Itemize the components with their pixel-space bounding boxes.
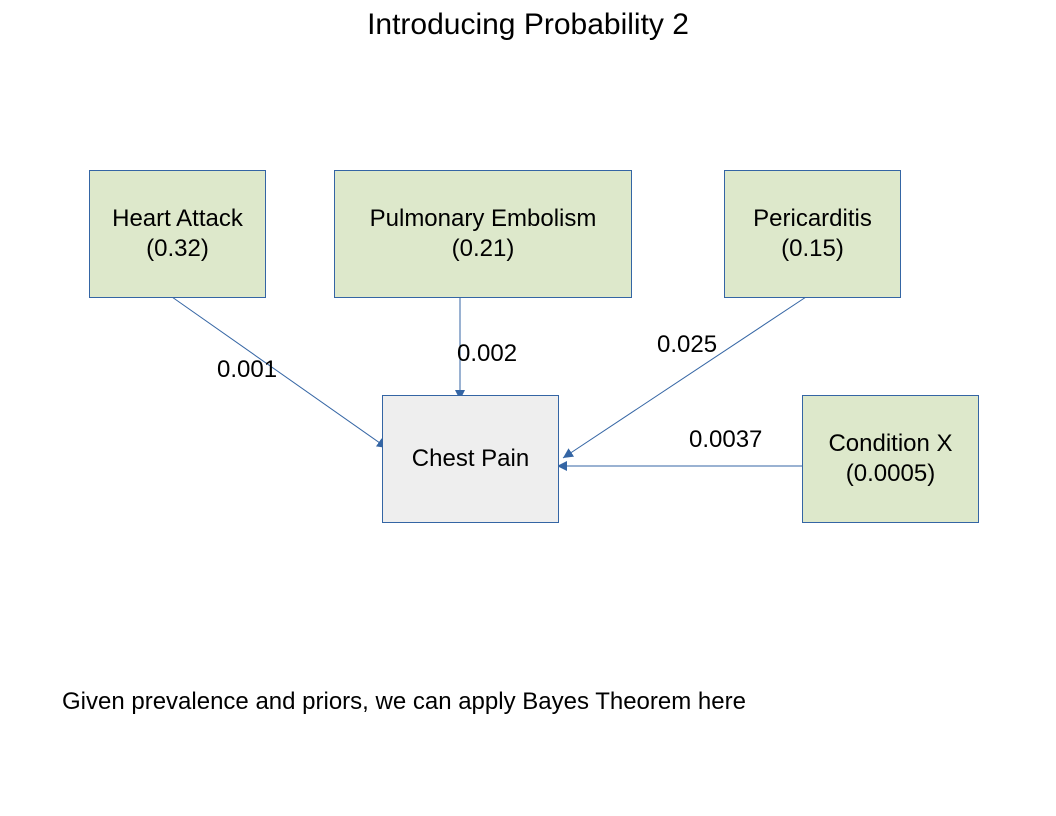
node-pulmonary-embolism-prior: (0.21) bbox=[451, 235, 515, 262]
edge-label-condition-x: 0.0037 bbox=[689, 426, 763, 453]
node-pulmonary-embolism: Pulmonary Embolism (0.21) bbox=[334, 170, 632, 298]
node-heart-attack-name: Heart Attack bbox=[112, 205, 243, 232]
node-condition-x-name: Condition X bbox=[828, 430, 953, 457]
node-pericarditis: Pericarditis (0.15) bbox=[724, 170, 901, 298]
caption-text: Given prevalence and priors, we can appl… bbox=[62, 688, 746, 715]
node-pulmonary-embolism-name: Pulmonary Embolism bbox=[369, 205, 597, 232]
page-title: Introducing Probability 2 bbox=[367, 8, 689, 41]
node-chest-pain-name: Chest Pain bbox=[411, 445, 530, 472]
edge-label-heart-attack: 0.001 bbox=[217, 356, 278, 383]
edge-pericarditis-arrow bbox=[562, 296, 807, 459]
edge-label-pulmonary-embolism: 0.002 bbox=[457, 340, 518, 367]
node-chest-pain: Chest Pain bbox=[382, 395, 559, 523]
node-heart-attack: Heart Attack (0.32) bbox=[89, 170, 266, 298]
node-condition-x-prior: (0.0005) bbox=[845, 460, 936, 487]
node-pericarditis-name: Pericarditis bbox=[753, 205, 872, 232]
node-pericarditis-prior: (0.15) bbox=[781, 235, 844, 262]
node-heart-attack-prior: (0.32) bbox=[146, 235, 209, 262]
edge-label-pericarditis: 0.025 bbox=[657, 331, 718, 358]
node-condition-x: Condition X (0.0005) bbox=[802, 395, 979, 523]
edge-heart-attack-arrow bbox=[171, 296, 388, 449]
